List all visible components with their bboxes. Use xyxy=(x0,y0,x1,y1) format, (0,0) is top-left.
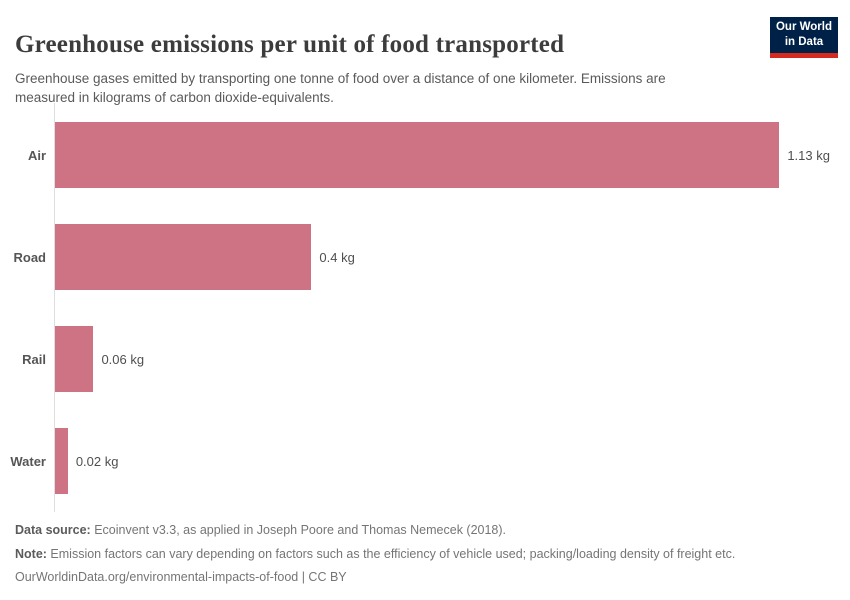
bar-row: Water 0.02 kg xyxy=(0,428,850,494)
footer-data-source: Data source: Ecoinvent v3.3, as applied … xyxy=(15,519,835,543)
bar xyxy=(55,122,780,188)
owid-logo: Our World in Data xyxy=(770,17,838,58)
bar-chart: Air 1.13 kg Road 0.4 kg Rail 0.06 kg Water 0.02… xyxy=(0,103,850,512)
bar-row: Air 1.13 kg xyxy=(0,122,850,188)
footer-citation: OurWorldinData.org/environmental-impacts… xyxy=(15,570,347,584)
bar-category-label: Water xyxy=(10,453,46,469)
bar-value-label: 0.02 kg xyxy=(75,453,119,469)
owid-logo-stripe xyxy=(770,52,838,58)
y-axis-line xyxy=(54,103,55,512)
bar-value-label: 1.13 kg xyxy=(787,147,830,163)
chart-subtitle: Greenhouse gases emitted by transporting… xyxy=(15,70,666,106)
bar-category-label: Road xyxy=(13,249,47,265)
bar-rows: Air 1.13 kg Road 0.4 kg Rail 0.06 kg Water 0.02… xyxy=(0,122,850,530)
bar-value-label: 0.4 kg xyxy=(319,249,355,265)
owid-logo-box: Our World in Data xyxy=(770,17,838,53)
bar-row: Road 0.4 kg xyxy=(0,224,850,290)
owid-logo-line1: Our World xyxy=(775,21,832,33)
note-text: Emission factors can vary depending on f… xyxy=(46,546,736,561)
bar-value-label: 0.06 kg xyxy=(101,351,145,367)
bar-row: Rail 0.06 kg xyxy=(0,326,850,392)
note-label: Note: xyxy=(15,546,47,561)
bar xyxy=(55,224,312,290)
owid-logo-line2: in Data xyxy=(784,35,824,48)
bar xyxy=(55,428,68,494)
bar xyxy=(55,326,94,392)
data-source-label: Data source: xyxy=(15,523,91,537)
page-title: Greenhouse emissions per unit of food tr… xyxy=(15,30,565,58)
bar-category-label: Rail xyxy=(22,351,46,367)
data-source-text: Ecoinvent v3.3, as applied in Joseph Poo… xyxy=(90,523,507,537)
footer-note: Note: Emission factors can vary dependin… xyxy=(15,543,835,567)
footer: Data source: Ecoinvent v3.3, as applied … xyxy=(15,519,835,590)
bar-category-label: Air xyxy=(27,147,46,163)
